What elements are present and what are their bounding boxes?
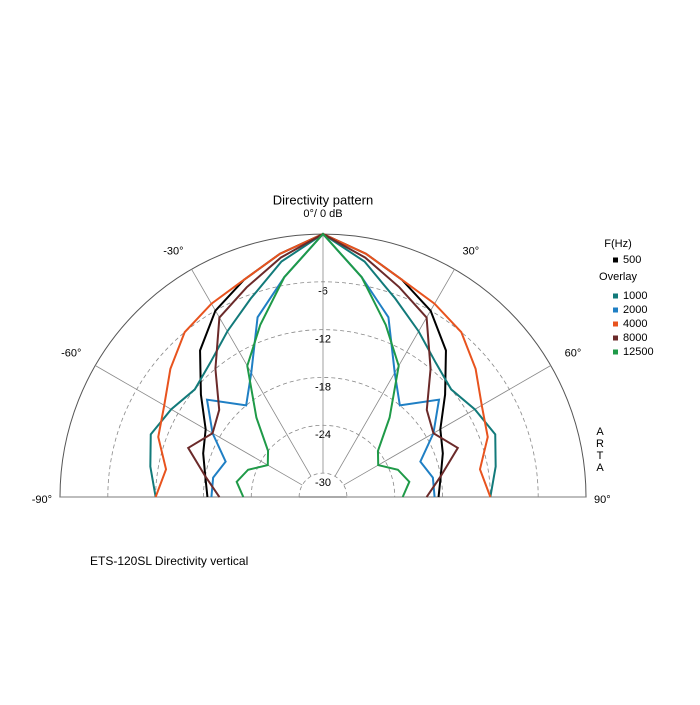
r-tick-label: -30 [315,477,331,489]
overlay-label: Overlay [599,271,637,283]
chart-title: Directivity pattern [273,192,373,207]
watermark-letter: T [597,450,604,462]
theta-tick-label: -60° [61,347,81,359]
legend-swatch [613,293,618,299]
theta-tick-label: 90° [594,494,611,506]
watermark-letter: R [596,438,604,450]
legend-label: 12500 [623,346,654,358]
legend-swatch [613,349,618,355]
legend-title: F(Hz) [604,238,632,250]
legend-swatch [613,335,618,341]
legend-label: 1000 [623,290,647,302]
legend-swatch [613,307,618,313]
watermark-letter: A [596,426,604,438]
watermark-letter: A [596,462,604,474]
theta-tick-label: 30° [463,245,480,257]
theta-tick-label: -30° [163,245,183,257]
ring-grid [298,472,348,498]
series-line [235,232,411,498]
legend-label: 2000 [623,304,647,316]
legend-swatch [613,257,618,263]
polar-frame [59,233,587,498]
legend-label: 500 [623,254,641,266]
theta-tick-label: 60° [565,347,582,359]
theta-tick-label: 0°/ 0 dB [303,208,342,220]
legend-swatch [613,321,618,327]
caption: ETS-120SL Directivity vertical [90,554,248,568]
legend-label: 4000 [623,318,647,330]
legend-label: 8000 [623,332,647,344]
theta-tick-label: -90° [32,494,52,506]
